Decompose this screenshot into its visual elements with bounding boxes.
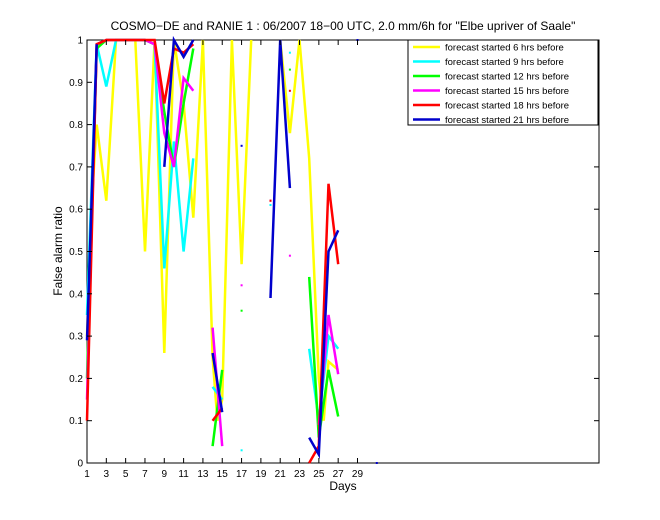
data-point (288, 51, 291, 54)
legend-entry-label: forecast started 12 hrs before (445, 72, 569, 83)
x-tick-label: 17 (236, 469, 248, 480)
series-line (307, 276, 340, 438)
y-tick-label: 0.7 (69, 162, 83, 173)
x-tick-label: 13 (197, 469, 209, 480)
legend-entry-label: forecast started 18 hrs before (445, 101, 569, 112)
x-tick-label: 25 (313, 469, 325, 480)
y-tick-label: 0.5 (69, 247, 83, 258)
y-tick-label: 0.9 (69, 78, 83, 89)
data-point (269, 199, 272, 202)
x-tick-label: 15 (217, 469, 229, 480)
legend-entry-label: forecast started 21 hrs before (445, 115, 569, 126)
series-line (85, 44, 98, 341)
series-line (308, 183, 340, 464)
x-tick-label: 1 (84, 469, 90, 480)
tick-layer: 1 3 5 7 9 11 13 15 17 19 21 23 25 27 2900.10.20.30.40.… (69, 36, 599, 480)
series-line (163, 35, 195, 167)
y-tick-label: 0.1 (69, 416, 83, 427)
x-tick-label: 19 (255, 469, 267, 480)
data-point (269, 204, 272, 206)
data-point (288, 254, 291, 257)
x-tick-label: 5 (123, 469, 129, 480)
data-point (288, 89, 291, 92)
data-point (240, 449, 243, 452)
x-axis-label: Days (329, 479, 356, 493)
data-point (240, 309, 243, 312)
y-tick-label: 0.2 (69, 374, 83, 385)
data-point (288, 68, 291, 71)
x-tick-label: 23 (294, 469, 306, 480)
data-point (240, 144, 243, 147)
legend-entry-label: forecast started 15 hrs before (445, 86, 569, 97)
x-tick-label: 9 (162, 469, 168, 480)
legend-entry-label: forecast started 9 hrs before (445, 57, 564, 68)
series-line (211, 369, 224, 447)
y-tick-label: 0 (77, 459, 83, 470)
data-point (375, 462, 378, 464)
x-tick-label: 21 (275, 469, 287, 480)
legend-box (407, 39, 599, 126)
data-point (240, 284, 243, 287)
x-tick-label: 3 (104, 469, 110, 480)
legend: forecast started 6 hrs before forecast st… (407, 39, 599, 126)
series-line (85, 38, 195, 421)
y-tick-label: 1 (77, 36, 83, 47)
y-tick-label: 0.6 (69, 205, 83, 216)
x-tick-label: 7 (142, 469, 148, 480)
x-tick-label: 29 (352, 469, 364, 480)
y-tick-label: 0.4 (69, 289, 83, 300)
y-tick-label: 0.8 (69, 120, 83, 131)
series-line (308, 229, 340, 459)
series-line (211, 352, 224, 413)
y-axis-label: False alarm ratio (51, 206, 65, 296)
x-tick-label: 27 (333, 469, 345, 480)
x-tick-label: 11 (178, 469, 189, 480)
legend-entry-label: forecast started 6 hrs before (445, 43, 564, 54)
chart-title: COSMO−DE and RANIE 1 : 06/2007 18−00 UTC… (111, 19, 576, 33)
y-tick-label: 0.3 (69, 332, 83, 343)
